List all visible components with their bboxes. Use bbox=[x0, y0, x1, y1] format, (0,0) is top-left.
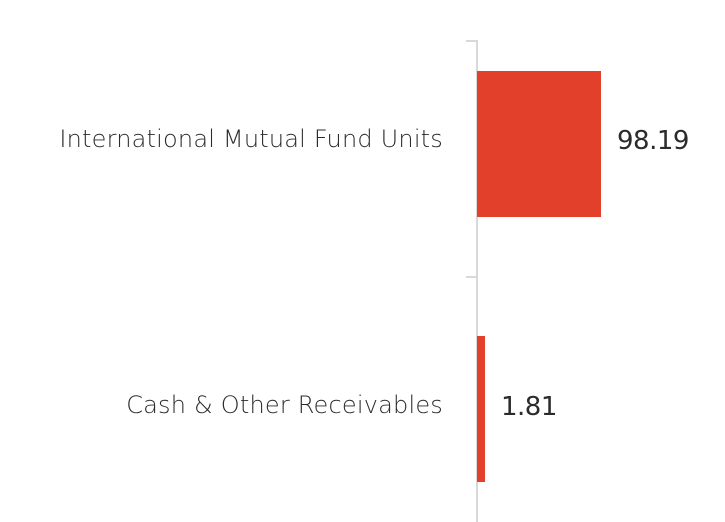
category-label: International Mutual Fund Units bbox=[59, 125, 443, 153]
bar-cash-other-receivables bbox=[477, 336, 485, 482]
category-label: Cash & Other Receivables bbox=[126, 391, 443, 419]
value-label: 1.81 bbox=[501, 392, 557, 422]
axis-tick bbox=[466, 40, 477, 42]
value-label: 98.19 bbox=[617, 126, 689, 156]
category-axis-line bbox=[476, 40, 478, 522]
bar-international-mutual-fund-units bbox=[477, 71, 601, 217]
axis-tick bbox=[466, 276, 477, 278]
